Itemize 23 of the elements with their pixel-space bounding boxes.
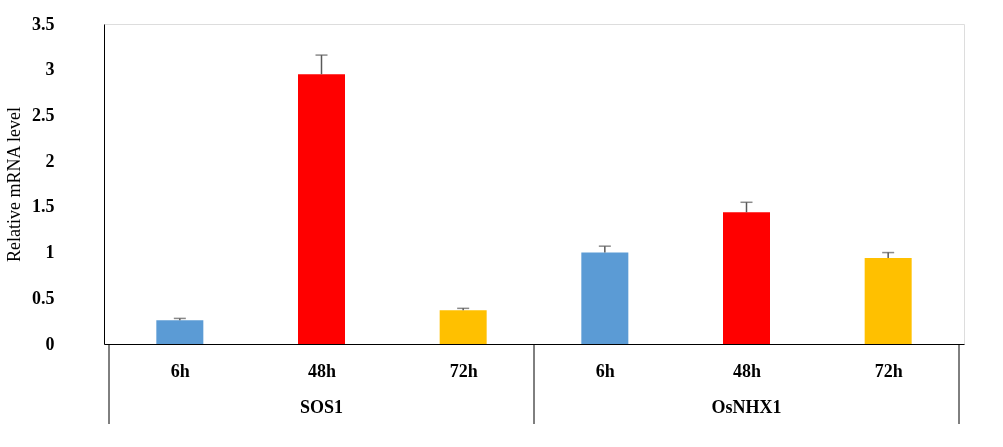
- x-tick-label: 72h: [449, 360, 478, 381]
- text: SOS1: [299, 397, 344, 417]
- x-tick-label: 6h: [595, 360, 615, 381]
- y-tick-label: 0: [45, 333, 55, 354]
- y-tick-label: 3.5: [32, 13, 55, 34]
- y-tick-label: 2.5: [32, 104, 55, 125]
- text: OsNHX1: [711, 397, 782, 417]
- y-tick-label: 3: [45, 59, 55, 80]
- bar: [864, 258, 912, 344]
- bar: [298, 74, 345, 344]
- bar: [581, 252, 629, 344]
- x-tick-label: 48h: [732, 360, 762, 381]
- x-tick-label: 48h: [307, 360, 337, 381]
- y-tick-label: 1.5: [32, 196, 55, 217]
- y-tick-label: 2: [45, 150, 55, 171]
- y-tick-label: 1: [45, 242, 55, 263]
- x-tick-label: 6h: [170, 360, 190, 381]
- y-tick-label: 0.5: [32, 287, 55, 308]
- bar: [156, 320, 204, 344]
- y-axis-title: Relative mRNA level: [4, 107, 24, 262]
- x-tick-label: 72h: [874, 360, 903, 381]
- bar: [723, 212, 770, 344]
- bar: [439, 310, 487, 344]
